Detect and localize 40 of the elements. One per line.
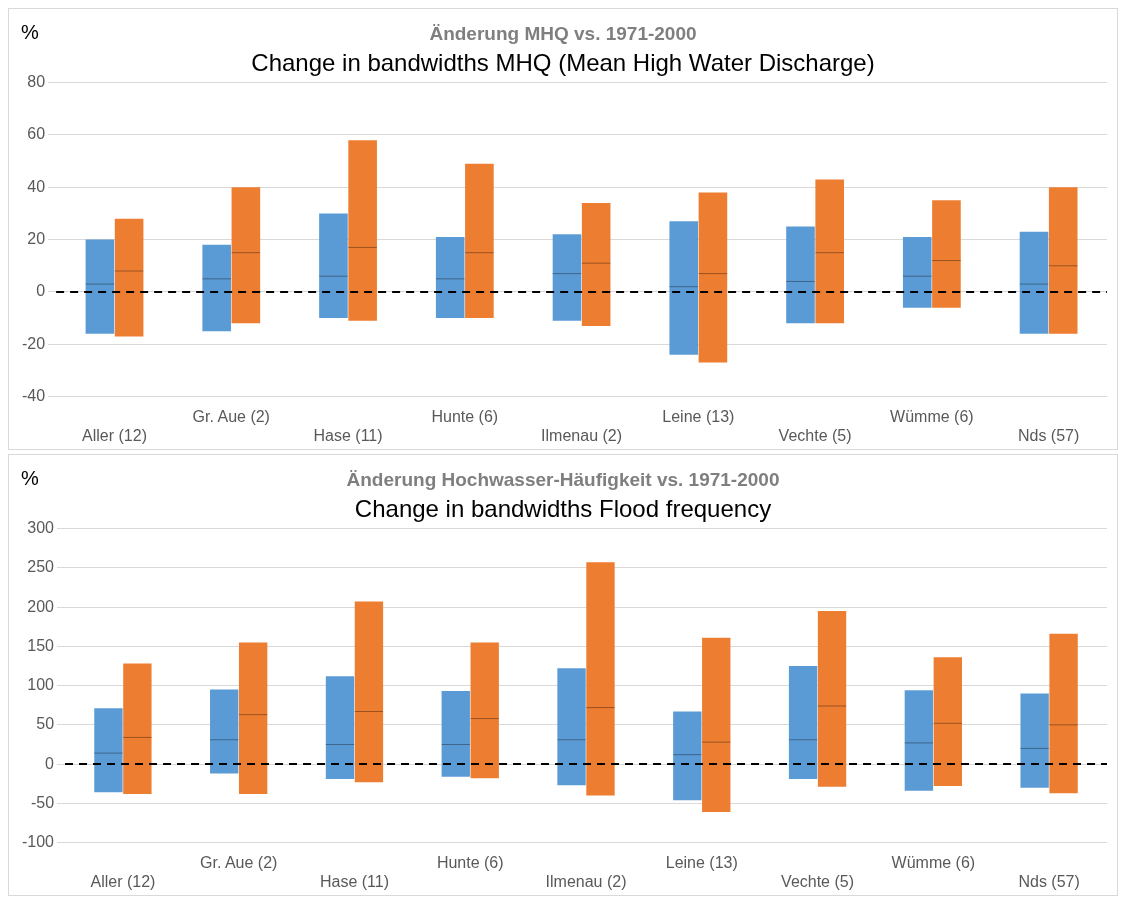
y-tick-label: 300 <box>27 519 55 537</box>
x-tick-label: Hunte (6) <box>431 407 499 425</box>
x-tick-label: Ilmenau (2) <box>541 426 623 444</box>
chart-title: Änderung Hochwasser-Häufigkeit vs. 1971-2000 <box>346 468 780 490</box>
x-tick-label: Leine (13) <box>665 853 738 871</box>
y-tick-label: 40 <box>27 177 46 195</box>
x-tick-label: Hase (11) <box>319 872 389 890</box>
y-tick-label: 20 <box>27 230 46 248</box>
y-tick-label: 200 <box>27 597 55 615</box>
y-tick-label: 80 <box>27 73 46 91</box>
y-axis-title: % <box>21 466 39 489</box>
x-tick-label: Aller (12) <box>82 426 147 444</box>
y-tick-label: 250 <box>27 558 55 576</box>
y-tick-label: -40 <box>22 387 46 405</box>
y-tick-label: 60 <box>27 125 46 143</box>
x-tick-label: Aller (12) <box>90 872 156 890</box>
x-tick-label: Leine (13) <box>662 407 735 425</box>
x-tick-label: Nds (57) <box>1018 872 1080 890</box>
x-tick-label: Wümme (6) <box>890 407 974 425</box>
x-tick-label: Wümme (6) <box>891 853 976 871</box>
y-tick-label: 0 <box>36 282 46 300</box>
x-tick-label: Vechte (5) <box>781 872 855 890</box>
x-tick-label: Gr. Aue (2) <box>200 853 278 871</box>
y-tick-label: -20 <box>22 334 46 352</box>
y-tick-label: 50 <box>36 715 55 733</box>
chart-subtitle: Change in bandwidths MHQ (Mean High Water Discharge) <box>251 48 875 76</box>
x-tick-label: Hase (11) <box>313 426 383 444</box>
x-tick-label: Ilmenau (2) <box>545 872 627 890</box>
x-tick-label: Nds (57) <box>1017 426 1080 444</box>
x-tick-label: Gr. Aue (2) <box>192 407 270 425</box>
y-tick-label: -100 <box>21 833 55 851</box>
x-tick-label: Vechte (5) <box>778 426 852 444</box>
y-axis-title: % <box>21 20 39 43</box>
y-tick-label: 0 <box>45 754 55 772</box>
y-tick-label: 150 <box>27 636 55 654</box>
y-tick-label: -50 <box>30 793 55 811</box>
x-tick-label: Hunte (6) <box>436 853 504 871</box>
chart-subtitle: Change in bandwidths Flood frequency <box>354 494 772 522</box>
chart-title: Änderung MHQ vs. 1971-2000 <box>429 22 697 44</box>
y-tick-label: 100 <box>27 676 55 694</box>
